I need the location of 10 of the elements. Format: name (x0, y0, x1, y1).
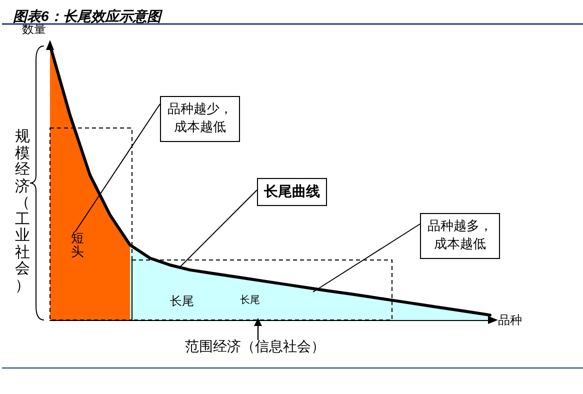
x-axis-title: 品种 (498, 313, 522, 327)
annotation: 短头 (70, 231, 85, 261)
text: 规模经济（工业社会） (15, 127, 30, 294)
annotation: 长尾 (240, 294, 260, 308)
annotation: 长尾 (170, 293, 194, 310)
annotation: 长尾曲线 (257, 178, 327, 206)
annotation: 品种越多，成本越低 (420, 213, 500, 259)
chart-title: 图表6：长尾效应示意图 (13, 8, 163, 24)
text: 范围经济（信息社会） (185, 338, 325, 356)
annotation: 品种越少，成本越低 (160, 96, 240, 142)
